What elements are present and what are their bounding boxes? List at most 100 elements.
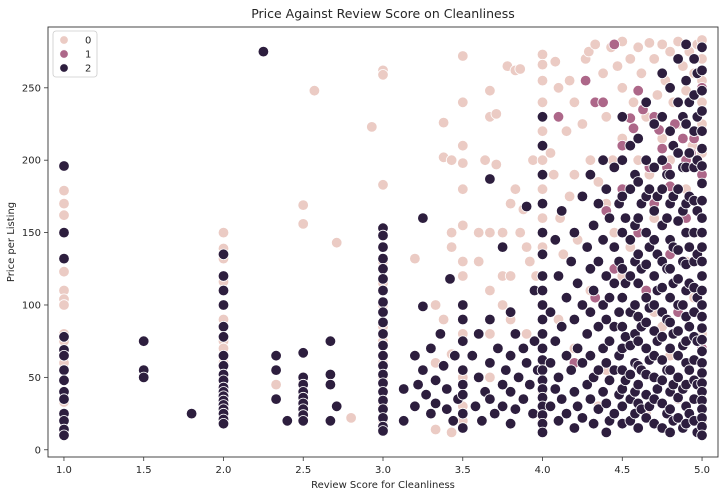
data-point xyxy=(592,321,605,333)
y-tick-label: 0 xyxy=(35,445,41,456)
data-point xyxy=(548,168,560,181)
data-point xyxy=(656,142,668,155)
data-point xyxy=(445,226,458,239)
x-tick-label: 1.5 xyxy=(136,465,152,476)
data-point xyxy=(473,328,485,340)
data-point xyxy=(624,270,637,282)
data-point xyxy=(479,154,491,166)
data-point xyxy=(672,350,684,362)
data-point xyxy=(597,154,609,166)
data-point xyxy=(696,125,708,137)
data-point xyxy=(648,205,660,217)
data-point xyxy=(528,335,541,347)
data-point xyxy=(484,84,496,97)
legend: 0 1 2 xyxy=(52,30,98,78)
data-point xyxy=(664,168,676,181)
data-point xyxy=(377,316,389,329)
data-point xyxy=(457,96,469,109)
data-point xyxy=(656,397,668,410)
data-point xyxy=(217,418,230,430)
data-point xyxy=(581,241,593,253)
data-point xyxy=(536,426,549,439)
data-point xyxy=(437,313,450,326)
data-point xyxy=(58,350,70,362)
data-point xyxy=(476,415,488,427)
data-point xyxy=(429,374,442,387)
legend-label: 1 xyxy=(85,50,91,61)
data-point xyxy=(672,412,684,424)
x-tick-label: 3.5 xyxy=(455,465,471,476)
data-point xyxy=(672,391,684,404)
data-point xyxy=(616,82,629,94)
data-point xyxy=(632,248,644,261)
data-point xyxy=(457,270,469,282)
data-point xyxy=(696,41,708,54)
data-point xyxy=(557,248,570,261)
data-point xyxy=(469,400,482,413)
data-point xyxy=(664,342,676,355)
data-point xyxy=(536,328,549,340)
data-point xyxy=(624,53,637,65)
data-point xyxy=(377,339,389,352)
data-point xyxy=(664,125,676,137)
data-point xyxy=(643,37,656,49)
data-point xyxy=(544,357,557,369)
data-point xyxy=(544,147,557,159)
data-point xyxy=(441,403,453,415)
data-point xyxy=(484,313,496,326)
x-tick-label: 5.0 xyxy=(694,465,710,476)
data-point xyxy=(696,226,708,239)
legend-marker xyxy=(59,63,69,73)
data-point xyxy=(600,313,613,326)
data-point xyxy=(608,38,621,51)
data-point xyxy=(377,425,389,437)
data-point xyxy=(377,179,389,191)
data-point xyxy=(556,321,568,333)
data-point xyxy=(672,96,684,109)
data-point xyxy=(597,386,609,398)
data-point xyxy=(584,350,597,362)
data-point xyxy=(466,350,479,362)
data-point xyxy=(217,284,230,297)
data-point xyxy=(270,393,282,405)
data-point xyxy=(576,412,589,424)
data-point xyxy=(664,292,676,304)
data-point xyxy=(616,154,629,166)
points-layer xyxy=(58,34,708,442)
x-tick-label: 4.0 xyxy=(535,465,551,476)
chart-title: Price Against Review Score on Cleanlines… xyxy=(251,6,515,21)
data-point xyxy=(217,248,230,261)
data-point xyxy=(457,50,469,62)
data-point xyxy=(536,74,549,87)
data-point xyxy=(377,284,389,297)
data-point xyxy=(656,281,668,294)
data-point xyxy=(377,252,389,265)
data-point xyxy=(640,342,652,355)
data-point xyxy=(412,378,424,391)
data-point xyxy=(217,226,230,239)
data-point xyxy=(445,426,458,439)
data-point xyxy=(619,212,632,224)
data-point xyxy=(484,357,496,369)
data-point xyxy=(496,241,509,253)
data-point xyxy=(217,321,230,333)
data-point xyxy=(648,234,660,246)
data-point xyxy=(560,292,573,304)
data-point xyxy=(297,199,309,211)
data-point xyxy=(603,292,616,304)
data-point xyxy=(520,357,533,369)
data-point xyxy=(696,105,708,117)
data-point xyxy=(58,184,70,197)
data-point xyxy=(496,226,509,239)
data-point xyxy=(536,168,549,181)
data-point xyxy=(683,364,696,376)
data-point xyxy=(517,342,530,355)
data-point xyxy=(504,270,517,282)
data-point xyxy=(217,299,230,311)
data-point xyxy=(696,357,708,369)
data-point xyxy=(536,299,549,311)
data-point xyxy=(592,364,605,376)
data-point xyxy=(696,322,708,334)
data-point xyxy=(583,45,595,58)
